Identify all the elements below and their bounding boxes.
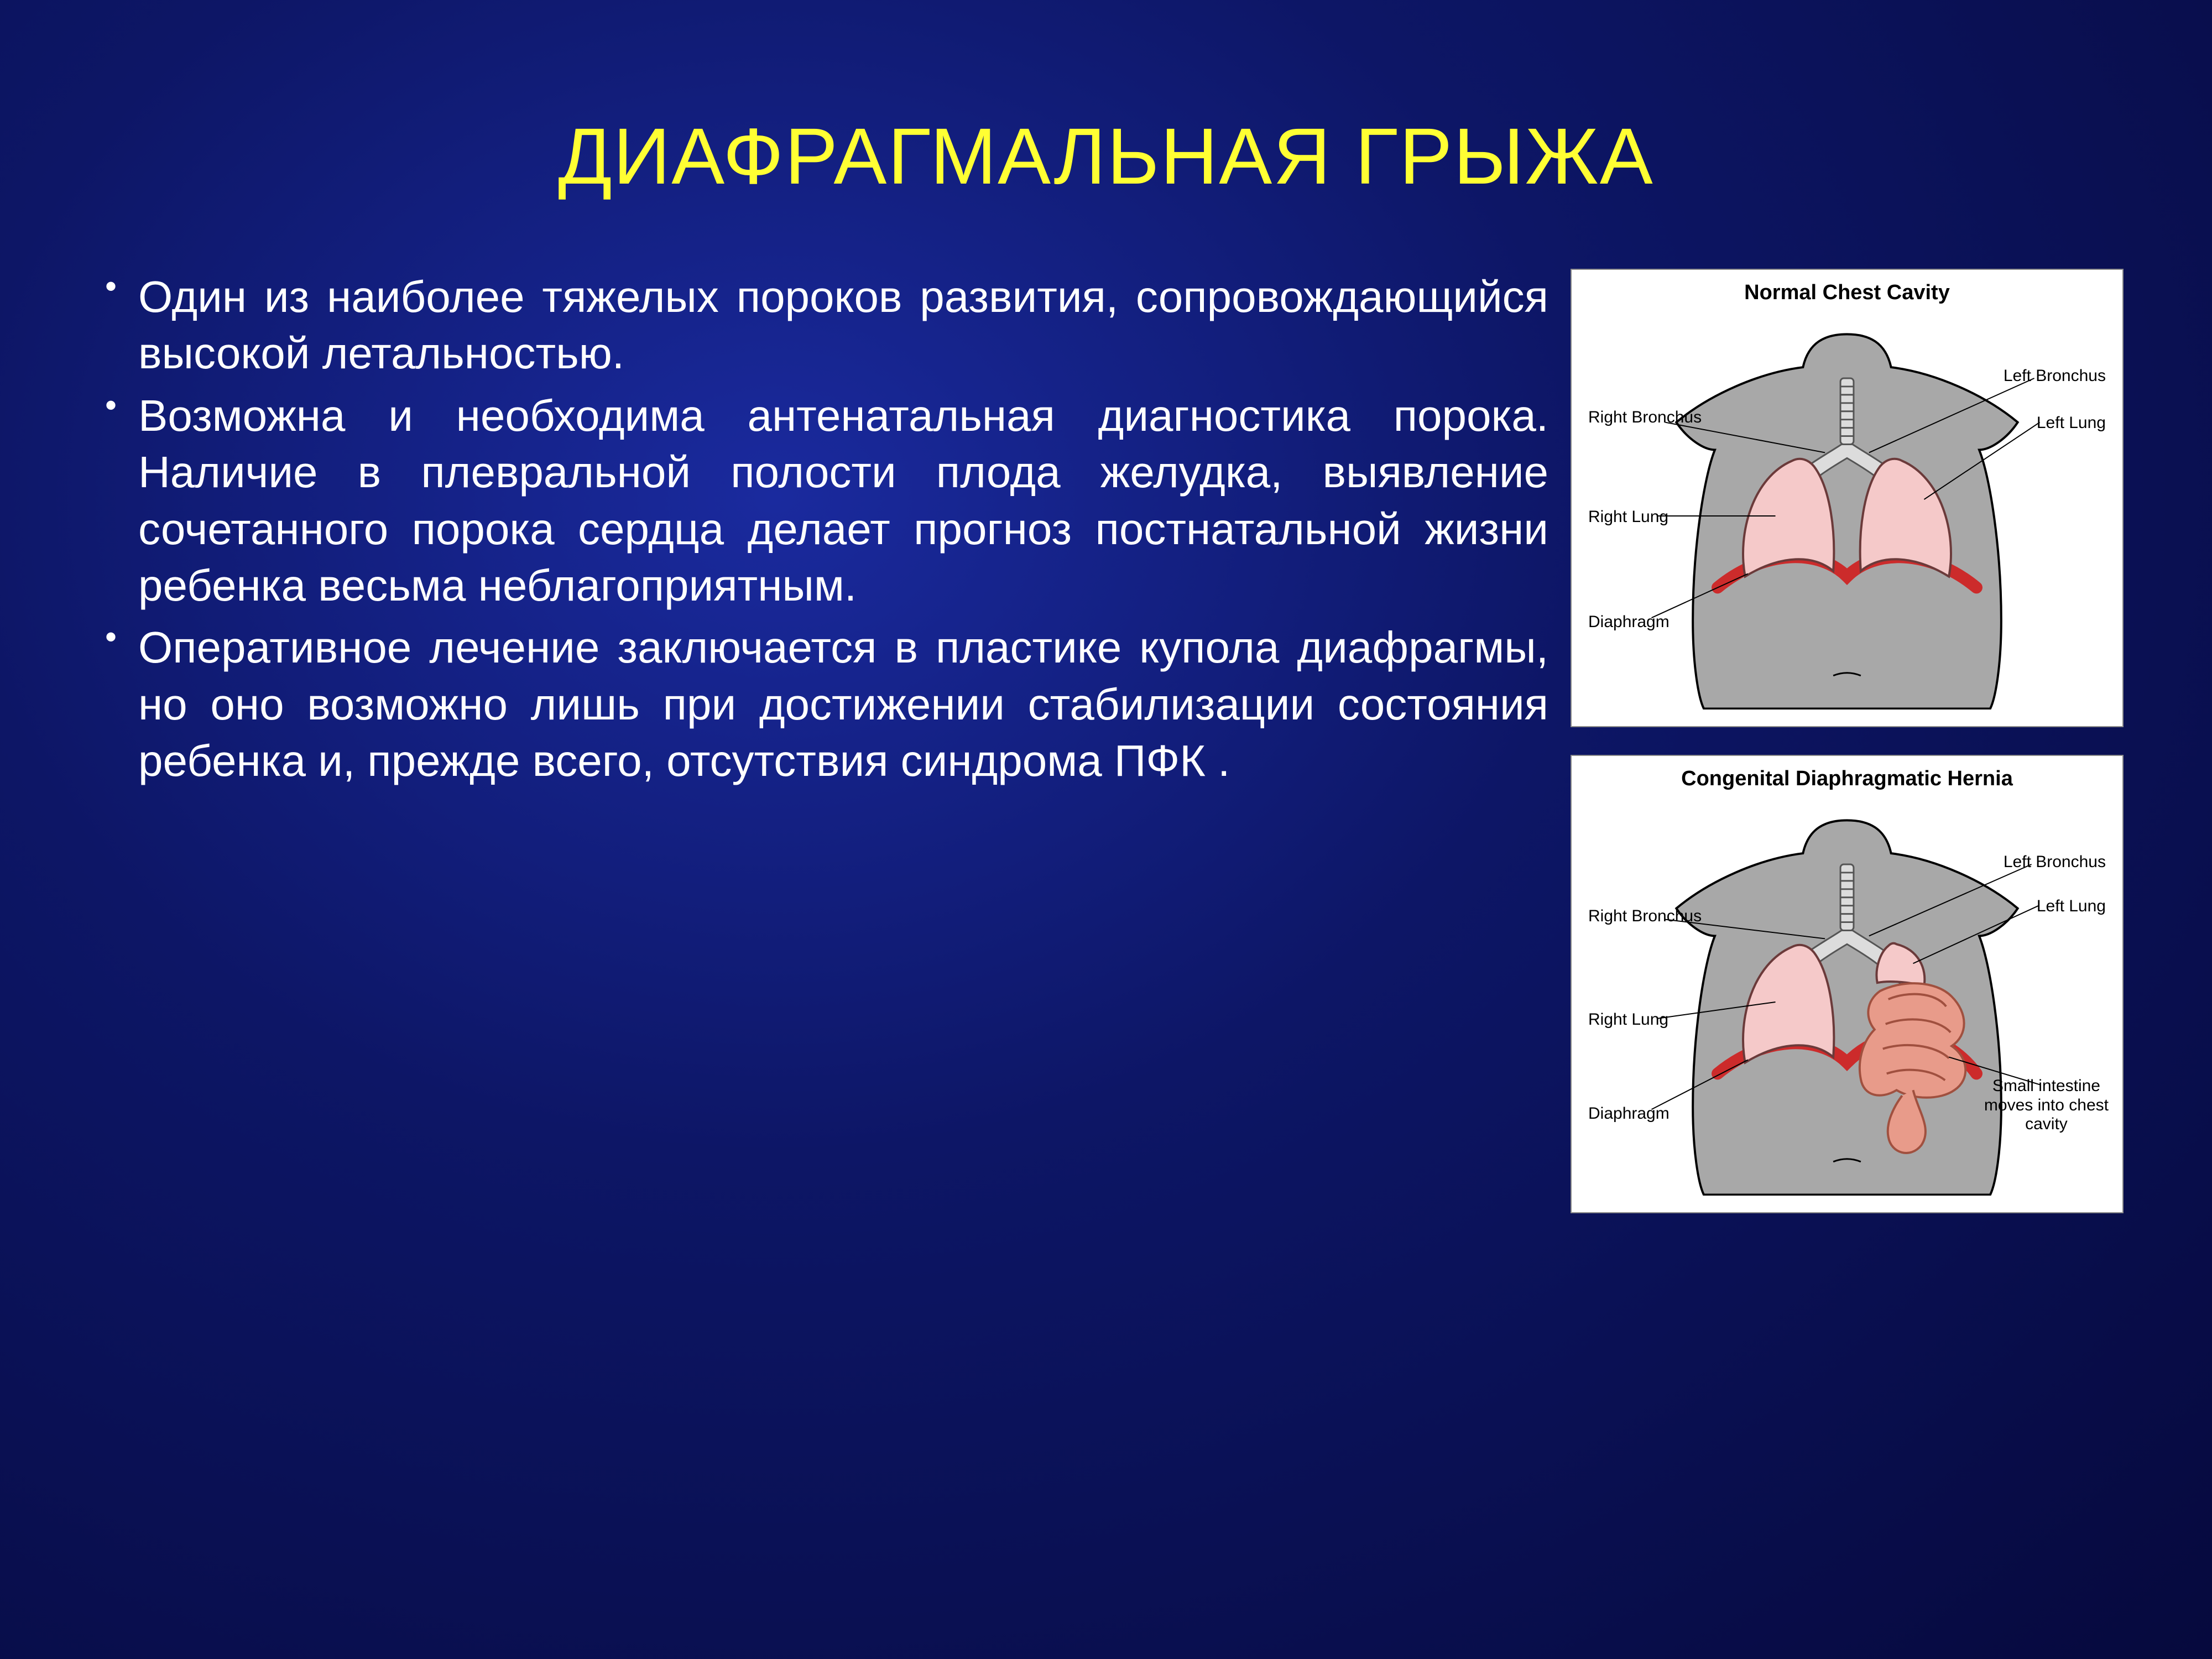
- content-row: Один из наиболее тяжелых пороков развити…: [0, 269, 2212, 1213]
- label-intestine-note-l3: cavity: [2025, 1115, 2068, 1133]
- label-right-bronchus: Right Bronchus: [1588, 408, 1702, 427]
- label-diaphragm: Diaphragm: [1588, 613, 1670, 632]
- label-intestine-note-l1: Small intestine: [1992, 1077, 2100, 1095]
- figure-column: Normal Chest Cavity: [1571, 269, 2124, 1213]
- label-left-lung: Left Lung: [2037, 897, 2106, 916]
- label-intestine-note: Small intestine moves into chest cavity: [1984, 1077, 2109, 1134]
- bullet-list: Один из наиболее тяжелых пороков развити…: [88, 269, 1548, 790]
- label-right-lung: Right Lung: [1588, 508, 1668, 526]
- label-left-bronchus: Left Bronchus: [2004, 367, 2106, 385]
- label-right-lung: Right Lung: [1588, 1010, 1668, 1029]
- label-left-bronchus: Left Bronchus: [2004, 853, 2106, 872]
- label-intestine-note-l2: moves into chest: [1984, 1096, 2109, 1114]
- bullet-text: Оперативное лечение заключается в пласти…: [138, 619, 1548, 789]
- figure-hernia-title: Congenital Diaphragmatic Hernia: [1583, 767, 2111, 791]
- figure-hernia: Congenital Diaphragmatic Hernia: [1571, 755, 2124, 1213]
- label-right-bronchus: Right Bronchus: [1588, 907, 1702, 926]
- diagram-normal: Right Bronchus Right Lung Diaphragm Left…: [1583, 311, 2111, 709]
- bullet-item: Возможна и необходима антенатальная диаг…: [88, 388, 1548, 614]
- bullet-item: Оперативное лечение заключается в пласти…: [88, 619, 1548, 789]
- figure-normal: Normal Chest Cavity: [1571, 269, 2124, 727]
- figure-normal-title: Normal Chest Cavity: [1583, 281, 2111, 305]
- bullet-text: Один из наиболее тяжелых пороков развити…: [138, 269, 1548, 382]
- diagram-hernia: Right Bronchus Right Lung Diaphragm Left…: [1583, 797, 2111, 1196]
- slide-title: ДИАФРАГМАЛЬНАЯ ГРЫЖА: [0, 0, 2212, 202]
- label-left-lung: Left Lung: [2037, 414, 2106, 432]
- label-diaphragm: Diaphragm: [1588, 1104, 1670, 1123]
- bullet-item: Один из наиболее тяжелых пороков развити…: [88, 269, 1548, 382]
- bullet-text: Возможна и необходима антенатальная диаг…: [138, 388, 1548, 614]
- text-column: Один из наиболее тяжелых пороков развити…: [88, 269, 1548, 795]
